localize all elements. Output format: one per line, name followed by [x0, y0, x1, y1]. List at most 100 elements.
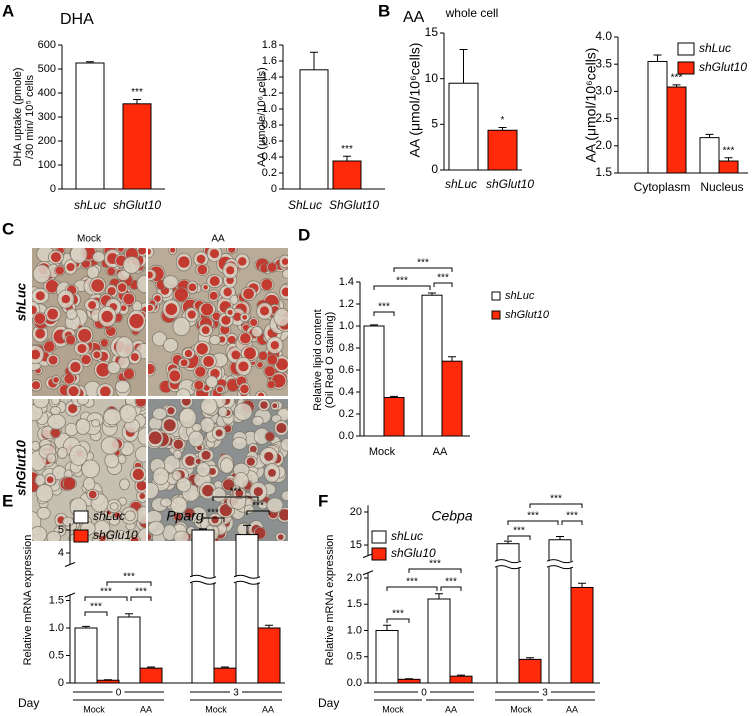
significance: *** [527, 511, 539, 522]
bar [299, 69, 329, 190]
significance: *** [566, 511, 578, 522]
cell [32, 525, 48, 541]
cell [281, 490, 288, 501]
lipid-droplet [238, 361, 249, 372]
legend-label: shGlut10 [505, 309, 550, 321]
group-label: 0 [421, 688, 427, 699]
bar [383, 397, 405, 437]
panel-label: C [2, 219, 14, 238]
lipid-droplet [276, 358, 288, 371]
error-bar [383, 624, 391, 631]
cell [217, 406, 228, 418]
lipid-droplet [138, 248, 146, 255]
lipid-droplet [228, 248, 236, 253]
y-axis-label: DHA uptake (pmole) [12, 67, 24, 166]
cell [280, 438, 288, 452]
x-tick-label: shGlut10 [113, 198, 161, 212]
bar [427, 598, 451, 684]
lipid-droplet [185, 456, 195, 466]
cell [91, 419, 101, 428]
cell [233, 402, 253, 421]
lipid-droplet [203, 356, 214, 367]
cell [76, 399, 89, 406]
error-bar [243, 524, 251, 535]
y-tick-label: 0.0 [347, 677, 362, 689]
bar-break-line [546, 565, 574, 570]
cell [231, 436, 248, 450]
cell [199, 417, 215, 433]
error-bar [199, 528, 207, 530]
error-bar [147, 666, 155, 669]
bar [74, 627, 98, 684]
lipid-droplet [107, 267, 116, 276]
lipid-droplet [63, 477, 76, 490]
bar-break-line [233, 580, 261, 585]
y-tick-label: 0 [271, 183, 277, 195]
y-tick-label: 2.0 [347, 572, 362, 584]
error-bar [428, 292, 436, 296]
cell [116, 269, 130, 281]
chart-title: AA [403, 9, 425, 26]
lipid-droplet [120, 305, 127, 312]
lipid-droplet [180, 359, 188, 367]
error-bar [705, 133, 714, 138]
lipid-droplet [139, 493, 146, 499]
y-tick-label: 15 [350, 539, 362, 551]
y-tick-label: 600 [38, 39, 56, 51]
significance: *** [230, 487, 242, 498]
error-bar [459, 48, 468, 84]
lipid-droplet [107, 287, 116, 296]
lipid-droplet [101, 310, 113, 323]
cell [251, 415, 264, 427]
error-bar [265, 624, 273, 628]
lipid-droplet [181, 399, 191, 406]
y-tick-label: 2.0 [595, 138, 612, 152]
bar [421, 294, 443, 437]
error-bar [104, 679, 112, 681]
cell [151, 331, 168, 347]
lipid-droplet [281, 258, 288, 265]
cell [83, 477, 96, 491]
lipid-droplet [118, 248, 124, 252]
lipid-droplet [88, 490, 97, 499]
cell [188, 430, 204, 448]
y-tick-label: 1.2 [262, 87, 277, 99]
lipid-droplet [257, 362, 263, 368]
cell [32, 399, 50, 409]
cell [266, 497, 284, 514]
significance-bracket [561, 520, 583, 525]
lipid-droplet [264, 366, 275, 377]
significance-bracket [393, 267, 453, 272]
lipid-droplet [129, 313, 144, 329]
error-bar [556, 535, 564, 540]
significance: *** [392, 609, 404, 620]
lipid-droplet [272, 403, 278, 409]
cell [47, 413, 66, 430]
y-tick-label: 5 [431, 117, 438, 131]
significance-bracket [246, 510, 270, 515]
y-tick-label: 0 [58, 677, 64, 689]
error-bar [672, 84, 681, 88]
error-bar [82, 625, 90, 628]
y-tick-label: 0.4 [339, 386, 354, 398]
significance: *** [671, 73, 683, 84]
y-axis-label: Relative mRNA expression [22, 535, 34, 666]
significance: *** [100, 587, 112, 598]
cell [163, 337, 179, 353]
bar [257, 627, 281, 684]
cell [162, 275, 179, 290]
y-tick-label: 500 [38, 63, 56, 75]
cell [115, 336, 134, 358]
error-bar [125, 613, 133, 617]
lipid-droplet [130, 353, 139, 362]
lipid-droplet [34, 313, 46, 324]
y-tick-label: 1.6 [262, 55, 277, 67]
cell [109, 502, 119, 511]
lipid-droplet [32, 349, 41, 360]
lipid-droplet [195, 366, 206, 377]
y-axis-label: AA (μmol/10⁶cells) [407, 43, 423, 158]
y-tick-label: 1.5 [49, 594, 64, 606]
lipid-droplet [88, 301, 97, 310]
y-tick-label: 0.8 [262, 119, 277, 131]
